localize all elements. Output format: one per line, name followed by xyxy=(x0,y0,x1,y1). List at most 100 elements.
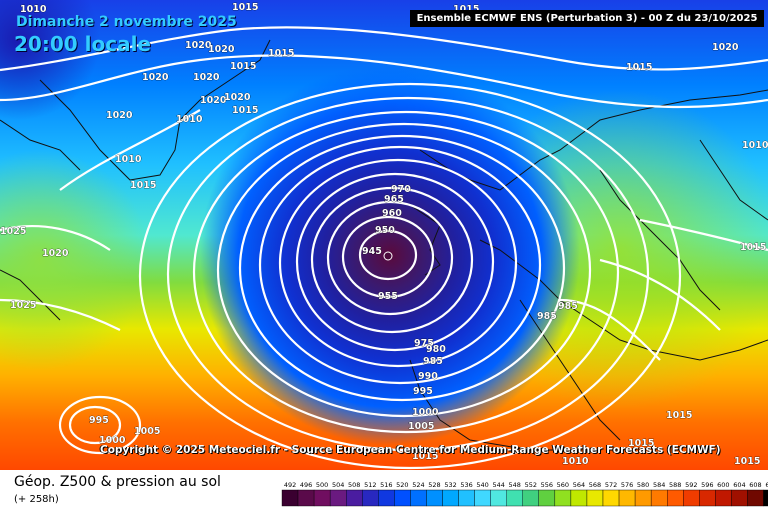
scale-swatch xyxy=(618,489,636,507)
scale-tick-label: 528 xyxy=(428,481,440,489)
isobar-label: 955 xyxy=(378,291,398,302)
scale-swatch xyxy=(410,489,427,507)
scale-tick-label: 588 xyxy=(669,481,681,489)
scale-tick-label: 540 xyxy=(476,481,488,489)
isobar-label: 1015 xyxy=(628,438,654,449)
isobar-label: 1005 xyxy=(408,421,434,432)
isobar-label: 1015 xyxy=(230,61,256,72)
scale-swatch xyxy=(394,489,411,507)
scale-swatch xyxy=(570,489,588,507)
scale-tick-label: 548 xyxy=(509,481,521,489)
scale-swatch xyxy=(378,489,395,507)
scale-swatch xyxy=(442,489,459,507)
isobar-label: 1020 xyxy=(193,72,220,83)
isobar-label: 1015 xyxy=(232,2,258,13)
scale-swatch xyxy=(602,489,620,507)
scale-swatch xyxy=(667,489,684,507)
map-title: Géop. Z500 & pression au sol xyxy=(14,474,221,490)
scale-tick-label: 580 xyxy=(637,481,649,489)
isobar-label: 1010 xyxy=(176,114,203,125)
isobar-label: 945 xyxy=(362,246,382,257)
isobar-label: 1015 xyxy=(268,48,294,59)
isobar-label: 1015 xyxy=(453,4,479,15)
scale-swatch xyxy=(747,489,764,507)
scale-swatch xyxy=(699,489,716,507)
isobar-label: 1015 xyxy=(412,451,438,462)
model-run-label: Ensemble ECMWF ENS (Perturbation 3) - 00… xyxy=(410,10,764,27)
scale-tick-label: 492 xyxy=(284,481,296,489)
isobar-label: 1020 xyxy=(106,110,133,121)
isobar-label: 1010 xyxy=(20,4,47,15)
isobar-label: 985 xyxy=(537,311,557,322)
scale-tick-label: 612 xyxy=(765,481,768,489)
isobar-label: 975 xyxy=(414,338,434,349)
isobar-label: 995 xyxy=(413,386,433,397)
scale-tick-label: 504 xyxy=(332,481,344,489)
isobar-label: 965 xyxy=(384,194,404,205)
scale-tick-label: 596 xyxy=(701,481,713,489)
scale-tick-label: 508 xyxy=(348,481,360,489)
scale-swatch xyxy=(458,489,475,507)
isobar-label: 1020 xyxy=(224,92,251,103)
isobar-label: 1015 xyxy=(666,410,692,421)
color-scale: 492 496 500 504 508 512 516 520 524 528 532 536 540 5… xyxy=(281,481,768,507)
isobar-label: 1010 xyxy=(115,154,142,165)
weather-map: 1010 1020 1020 1020 1015 1015 1020 1010 … xyxy=(0,0,768,470)
scale-swatch xyxy=(715,489,732,507)
isobar-label: 1025 xyxy=(10,300,36,311)
copyright-notice: Copyright © 2025 Meteociel.fr - Source E… xyxy=(100,444,721,456)
scale-tick-label: 564 xyxy=(573,481,585,489)
isobar-label: 1015 xyxy=(740,242,766,253)
isobar-label: 1025 xyxy=(0,226,26,237)
isobar-label: 1010 xyxy=(742,140,768,151)
scale-tick-label: 608 xyxy=(749,481,761,489)
forecast-time: 20:00 locale xyxy=(14,32,151,56)
isobar-label: 990 xyxy=(418,371,438,382)
scale-tick-label: 584 xyxy=(653,481,665,489)
scale-tick-label: 592 xyxy=(685,481,697,489)
scale-swatch xyxy=(313,489,331,507)
scale-swatch xyxy=(362,489,379,507)
isobar-label: 1020 xyxy=(42,248,69,259)
scale-tick-label: 572 xyxy=(605,481,617,489)
scale-tick-label: 516 xyxy=(380,481,392,489)
scale-swatch xyxy=(474,489,491,507)
scale-tick-label: 496 xyxy=(300,481,312,489)
scale-swatch xyxy=(586,489,604,507)
scale-swatch xyxy=(297,489,315,507)
scale-tick-label: 520 xyxy=(396,481,408,489)
forecast-range: (+ 258h) xyxy=(14,494,59,505)
isobar-label: 950 xyxy=(375,225,395,236)
isobar-label: 1015 xyxy=(626,62,652,73)
low-pressure-center xyxy=(383,251,393,261)
scale-swatch xyxy=(683,489,700,507)
isobar-label: 985 xyxy=(423,356,443,367)
isobar-label: 970 xyxy=(391,184,411,195)
isobar-label: 1020 xyxy=(712,42,739,53)
scale-swatch xyxy=(490,489,507,507)
scale-tick-label: 576 xyxy=(621,481,633,489)
isobar-label: 1005 xyxy=(134,426,160,437)
isobar-label: 1015 xyxy=(232,105,258,116)
isobars xyxy=(0,26,768,470)
isobar-label: 1010 xyxy=(562,456,589,467)
legend-bar: 492 496 500 504 508 512 516 520 524 528 532 536 540 5… xyxy=(0,470,768,512)
map-canvas: 1010 1020 1020 1020 1015 1015 1020 1010 … xyxy=(0,0,768,470)
scale-tick-label: 568 xyxy=(589,481,601,489)
isobar-label: 980 xyxy=(426,344,446,355)
isobar-label: 1000 xyxy=(99,435,126,446)
scale-swatch xyxy=(522,489,539,507)
scale-tick-label: 532 xyxy=(444,481,456,489)
isobar-label: 985 xyxy=(558,301,578,312)
forecast-date: Dimanche 2 novembre 2025 xyxy=(16,14,237,30)
isobar-label: 1020 xyxy=(142,72,169,83)
isobar-label: 995 xyxy=(89,415,109,426)
scale-swatch xyxy=(346,489,363,507)
isobar-label: 1020 xyxy=(185,40,212,51)
isobar-label: 1020 xyxy=(208,44,235,55)
isobar-label: 1020 xyxy=(200,95,227,106)
scale-swatch xyxy=(538,489,556,507)
scale-swatch xyxy=(650,489,668,507)
scale-tick-label: 556 xyxy=(541,481,553,489)
scale-swatch xyxy=(329,489,347,507)
